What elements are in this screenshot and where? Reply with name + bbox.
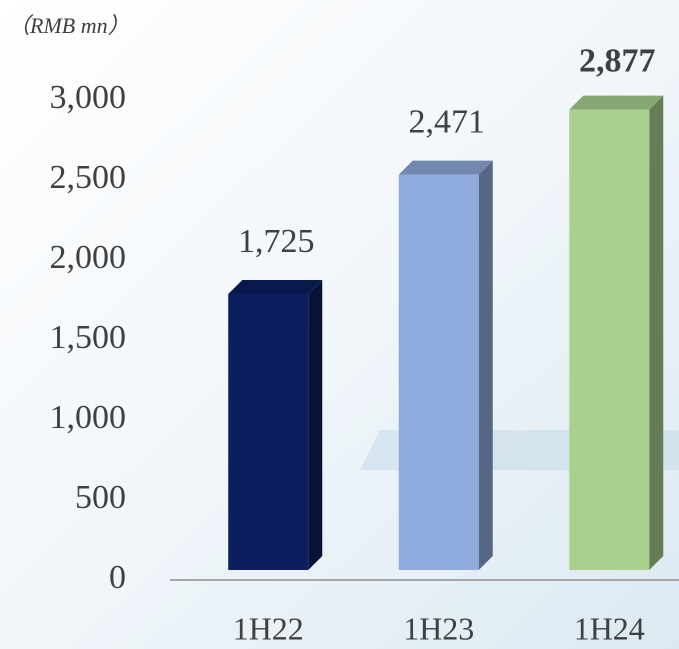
x-tick-label: 1H23	[403, 610, 474, 646]
value-label: 2,471	[409, 103, 486, 140]
value-label: 1,725	[238, 223, 315, 260]
bar-side	[649, 95, 664, 571]
bar-side	[308, 280, 323, 570]
y-tick-label: 1,000	[50, 399, 127, 436]
bar-front	[569, 109, 650, 571]
x-tick-label: 1H24	[574, 610, 645, 646]
bar-side	[478, 160, 493, 570]
bar-front	[398, 174, 479, 570]
y-tick-label: 2,000	[50, 239, 127, 276]
bar-top	[228, 280, 323, 294]
bar	[398, 160, 493, 570]
value-label: 2,877	[579, 42, 656, 79]
y-tick-label: 2,500	[50, 159, 127, 196]
bar	[569, 95, 664, 571]
y-tick-label: 0	[109, 559, 126, 596]
x-tick-label: 1H22	[233, 610, 304, 646]
bar	[228, 280, 323, 570]
bar-front	[228, 294, 309, 570]
y-tick-label: 500	[75, 479, 126, 516]
y-tick-label: 1,500	[50, 319, 127, 356]
chart-title: （RMB mn）	[8, 13, 130, 38]
bar-top	[569, 95, 664, 110]
bar-top	[398, 160, 493, 175]
y-tick-label: 3,000	[50, 79, 127, 116]
